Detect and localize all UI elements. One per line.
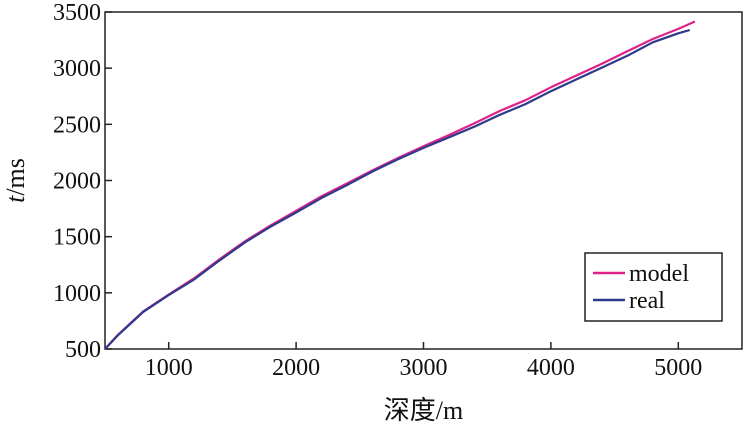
y-axis-title: t/ms [1, 158, 30, 203]
legend-box [584, 252, 723, 322]
axes: 1000 2000 3000 4000 5000 500 1000 1500 2000 2500 3… [53, 0, 743, 381]
y-tick-label: 1000 [53, 281, 101, 307]
y-tick-label: 1500 [53, 225, 101, 251]
x-tick-label: 5000 [654, 355, 702, 381]
y-tick-label: 3500 [53, 0, 101, 26]
y-tick-label: 3000 [53, 56, 101, 82]
series-lines [104, 20, 696, 350]
y-tick-label: 2500 [53, 112, 101, 138]
legend-label-model: model [629, 261, 689, 287]
x-tick-label: 3000 [400, 355, 448, 381]
series-line-real [104, 28, 691, 350]
y-axis-title-italic: t [1, 195, 30, 203]
legend-label-real: real [629, 288, 665, 314]
x-axis-title: 深度/m [384, 396, 463, 423]
y-tick-label: 500 [65, 337, 101, 363]
y-axis-title-rest: /ms [1, 158, 30, 196]
x-tick-label: 2000 [272, 355, 320, 381]
x-tick-label: 1000 [145, 355, 193, 381]
y-tick-label: 2000 [53, 169, 101, 195]
x-tick-label: 4000 [527, 355, 575, 381]
